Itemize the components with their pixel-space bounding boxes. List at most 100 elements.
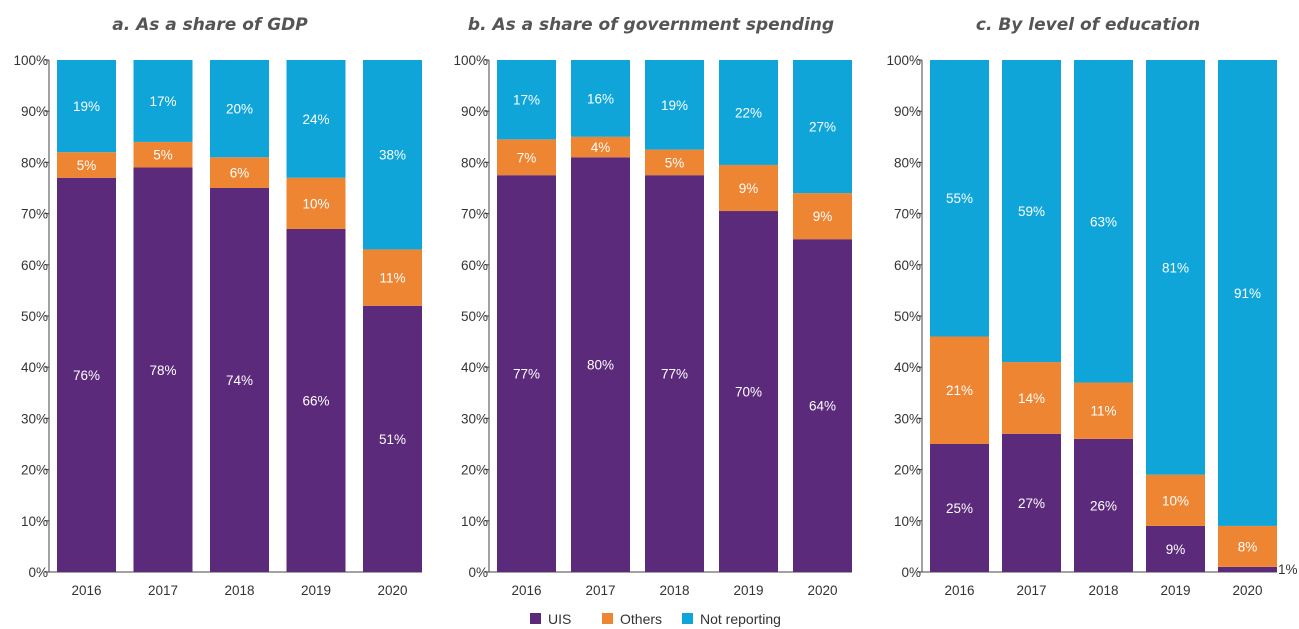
- bar-segment-others: [793, 193, 852, 240]
- bar-segment-uis: [1002, 433, 1061, 572]
- bar-segment-others: [719, 164, 778, 212]
- y-tick-label: 10%: [894, 514, 921, 529]
- bar-segment-uis: [497, 175, 556, 572]
- bar-segment-not-reporting: [793, 60, 852, 194]
- bar-segment-others: [1074, 382, 1133, 439]
- y-tick-label: 30%: [894, 411, 921, 426]
- data-label: 5%: [665, 155, 685, 170]
- data-label: 4%: [591, 140, 611, 155]
- chart-panel-1: a. As a share of GDP 0% 10% 20% 30% 40% 50% 60%…: [13, 15, 422, 598]
- data-label: 55%: [946, 191, 973, 206]
- x-tick-label: 2016: [71, 583, 101, 598]
- bar-segment-uis: [286, 228, 346, 572]
- bar-segment-uis: [930, 444, 989, 572]
- bar-segment-others: [1146, 474, 1205, 526]
- bar-segment-others: [930, 336, 989, 444]
- x-tick-label: 2020: [807, 583, 837, 598]
- x-tick-label: 2020: [1232, 583, 1262, 598]
- data-label: 5%: [77, 158, 97, 173]
- data-label: 66%: [302, 393, 329, 408]
- data-label: 64%: [809, 399, 836, 414]
- x-tick-label: 2016: [511, 583, 541, 598]
- y-tick-label: 0%: [468, 565, 488, 580]
- bar-segment-others: [1218, 525, 1277, 567]
- bar-segment-not-reporting: [1146, 60, 1205, 475]
- data-label: 74%: [226, 373, 253, 388]
- x-tick-label: 2018: [659, 583, 689, 598]
- data-label: 59%: [1018, 204, 1045, 219]
- y-tick-label: 40%: [21, 360, 48, 375]
- x-tick-label: 2016: [944, 583, 974, 598]
- data-label: 16%: [587, 91, 614, 106]
- bar-segment-not-reporting: [1002, 60, 1061, 363]
- y-tick-label: 0%: [901, 565, 921, 580]
- data-label: 19%: [73, 99, 100, 114]
- bar-segment-uis: [1218, 566, 1277, 572]
- y-tick-label: 50%: [461, 309, 488, 324]
- y-tick-label: 20%: [894, 463, 921, 478]
- legend-swatch-not-reporting: [682, 613, 693, 624]
- y-tick-label: 70%: [461, 207, 488, 222]
- bar-segment-not-reporting: [1074, 60, 1133, 383]
- bar-segment-others: [363, 249, 422, 306]
- data-label: 38%: [379, 148, 406, 163]
- data-label: 17%: [513, 93, 540, 108]
- bar-segment-others: [571, 136, 630, 158]
- y-tick-label: 40%: [461, 360, 488, 375]
- data-label: 9%: [1166, 542, 1186, 557]
- data-label: 14%: [1018, 391, 1045, 406]
- bar-segment-uis: [133, 167, 193, 572]
- legend: UIS Others Not reporting: [530, 611, 781, 627]
- data-label: 17%: [149, 94, 176, 109]
- y-tick-label: 50%: [21, 309, 48, 324]
- y-tick-label: 80%: [21, 155, 48, 170]
- bar-segment-uis: [363, 305, 422, 572]
- data-label: 22%: [735, 105, 762, 120]
- y-tick-label: 30%: [21, 411, 48, 426]
- legend-swatch-uis: [530, 613, 541, 624]
- x-tick-label: 2017: [1016, 583, 1046, 598]
- data-label: 70%: [735, 385, 762, 400]
- x-tick-label: 2019: [733, 583, 763, 598]
- x-tick-label: 2018: [1088, 583, 1118, 598]
- data-label: 63%: [1090, 214, 1117, 229]
- y-tick-label: 70%: [21, 207, 48, 222]
- bar-segment-not-reporting: [57, 60, 116, 153]
- bar-segment-uis: [1074, 438, 1133, 572]
- bar-segment-uis: [57, 177, 116, 572]
- y-tick-label: 90%: [21, 104, 48, 119]
- bar-segment-not-reporting: [133, 60, 193, 142]
- y-tick-label: 50%: [894, 309, 921, 324]
- panel-title: b. As a share of government spending: [468, 15, 834, 35]
- chart-panel-2: b. As a share of government spending 0% 10…: [453, 15, 852, 598]
- data-label: 7%: [517, 150, 537, 165]
- bar-segment-uis: [1146, 525, 1205, 572]
- data-label: 77%: [661, 367, 688, 382]
- bar-segment-uis: [719, 211, 778, 573]
- data-label: 9%: [739, 181, 759, 196]
- bar-segment-others: [645, 149, 704, 176]
- data-label: 5%: [153, 148, 173, 163]
- legend-swatch-others: [602, 613, 613, 624]
- data-label: 25%: [946, 501, 973, 516]
- data-label: 27%: [809, 120, 836, 135]
- data-label: 91%: [1234, 286, 1261, 301]
- data-label: 27%: [1018, 496, 1045, 511]
- bar-segment-others: [497, 139, 556, 176]
- y-tick-label: 80%: [894, 155, 921, 170]
- y-tick-label: 60%: [21, 258, 48, 273]
- bar-segment-not-reporting: [363, 60, 422, 250]
- data-label: 77%: [513, 367, 540, 382]
- bar-segment-not-reporting: [645, 60, 704, 150]
- legend-label-others: Others: [620, 611, 662, 627]
- bar-segment-others: [210, 157, 269, 188]
- y-tick-label: 30%: [461, 411, 488, 426]
- bar-segment-uis: [645, 175, 704, 572]
- y-tick-label: 60%: [461, 258, 488, 273]
- y-tick-label: 0%: [28, 565, 48, 580]
- data-label: 80%: [587, 358, 614, 373]
- y-tick-label: 80%: [461, 155, 488, 170]
- x-tick-label: 2017: [585, 583, 615, 598]
- data-label: 78%: [149, 363, 176, 378]
- legend-label-not-reporting: Not reporting: [700, 611, 781, 627]
